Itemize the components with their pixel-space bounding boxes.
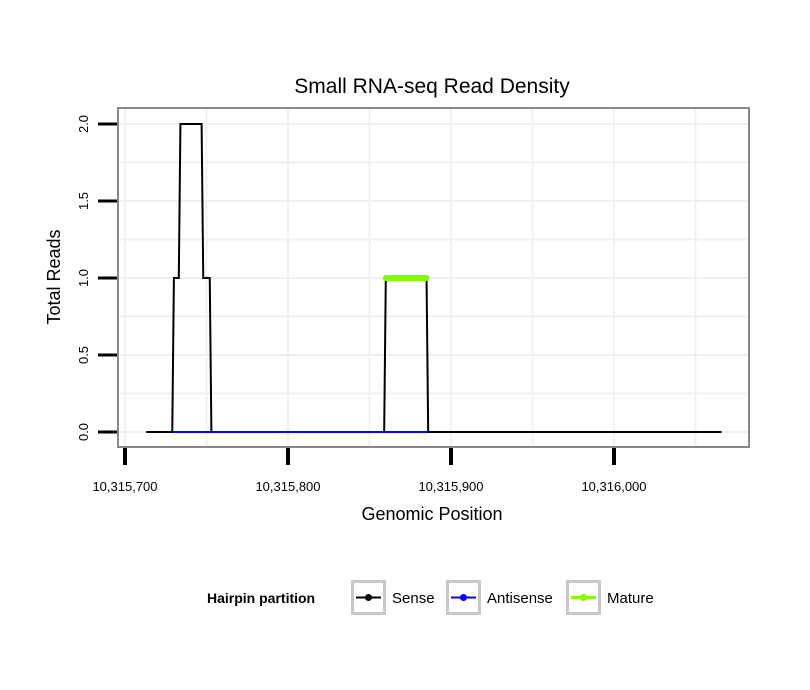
legend-swatch-dot-mature [580,594,587,601]
legend-swatch-dot-antisense [460,594,467,601]
legend-title: Hairpin partition [207,590,315,606]
y-axis-label: Total Reads [44,229,64,324]
y-tick-label: 2.0 [76,115,91,133]
legend-item-mature: Mature [566,580,654,615]
legend-label-mature: Mature [607,590,654,607]
legend-swatch-dot-sense [365,594,372,601]
legend-item-sense: Sense [351,580,435,615]
series-layer [146,123,722,433]
x-axis: 10,315,700 10,315,800 10,315,900 10,316,000 [92,448,647,494]
legend: Hairpin partition Sense Antisense Mature [207,580,654,615]
chart-title: Small RNA-seq Read Density [294,75,570,98]
x-tick-label: 10,315,900 [418,479,483,494]
y-tick-label: 0.5 [76,346,91,364]
legend-label-antisense: Antisense [487,590,553,607]
x-tick-label: 10,315,800 [255,479,320,494]
x-tick-label: 10,316,000 [581,479,646,494]
x-tick-label: 10,315,700 [92,479,157,494]
y-tick-label: 1.5 [76,192,91,210]
y-tick-label: 1.0 [76,269,91,287]
legend-item-antisense: Antisense [446,580,553,615]
x-axis-label: Genomic Position [361,504,502,524]
legend-label-sense: Sense [392,590,435,607]
y-axis: 0.0 0.5 1.0 1.5 2.0 [76,115,117,441]
y-tick-label: 0.0 [76,423,91,441]
